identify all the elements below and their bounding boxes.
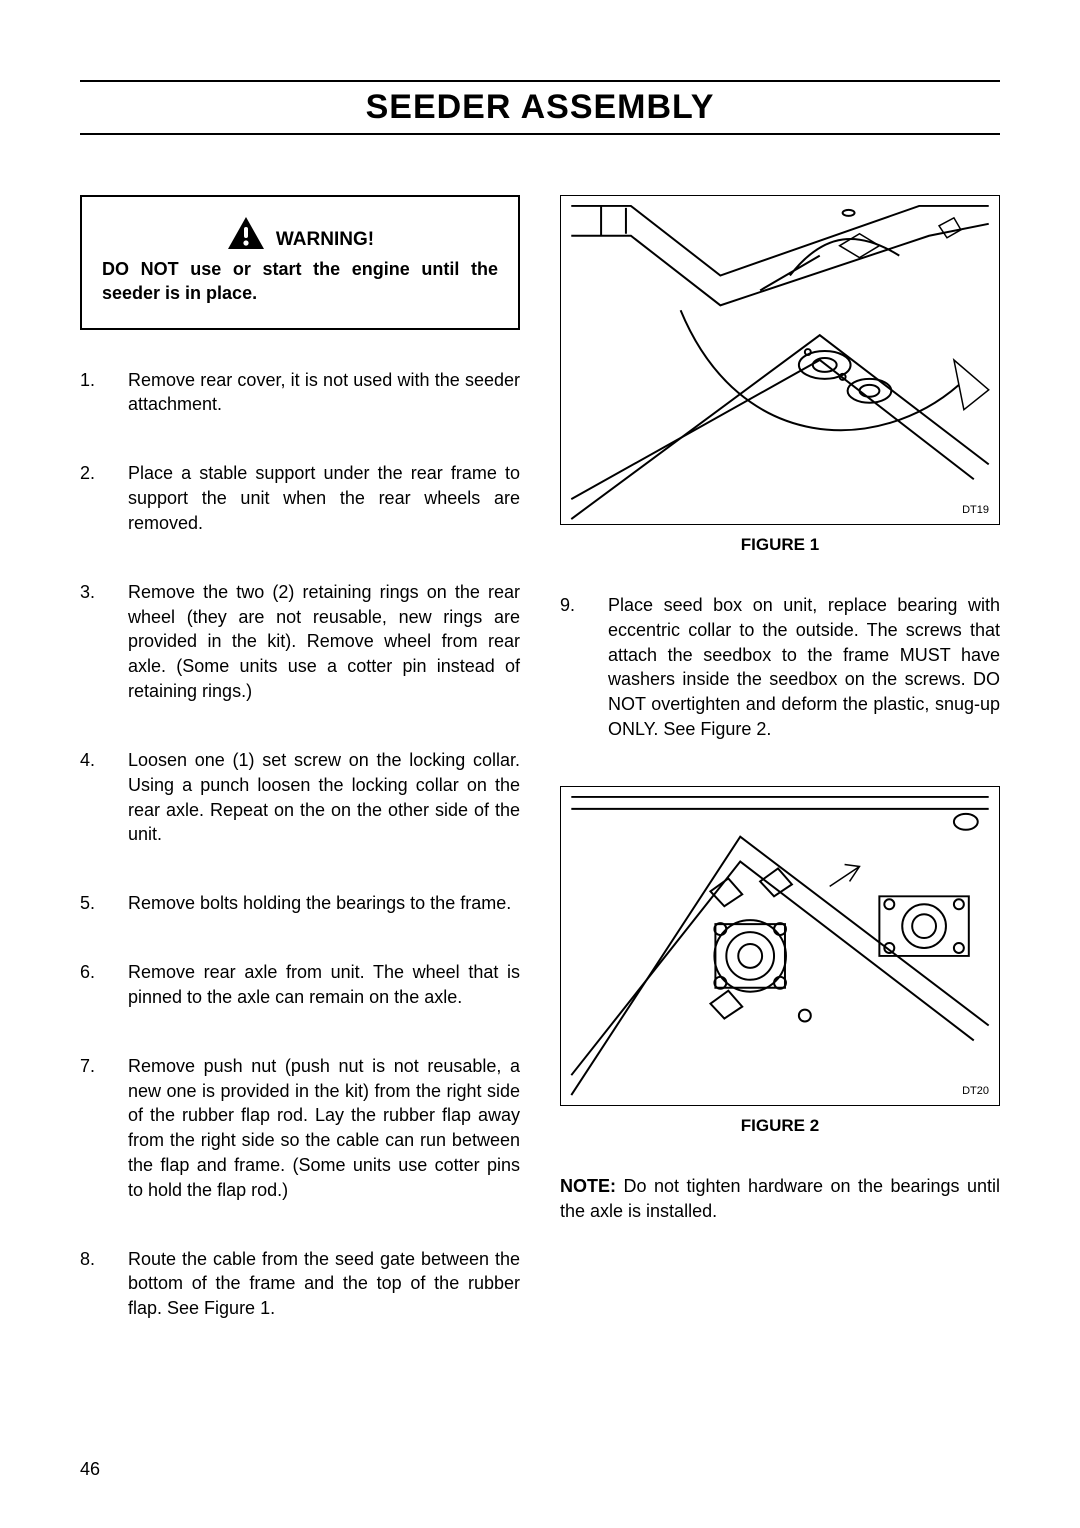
warning-text: DO NOT use or start the engine until the…	[102, 257, 498, 306]
warning-triangle-icon	[226, 215, 266, 251]
page-title: SEEDER ASSEMBLY	[80, 88, 1000, 127]
figure-2: DT20	[560, 786, 1000, 1106]
step-text: Place seed box on unit, replace bearing …	[608, 593, 1000, 742]
step-item: 1.Remove rear cover, it is not used with…	[80, 368, 520, 418]
step-number: 3.	[80, 580, 128, 704]
step-number: 5.	[80, 891, 128, 916]
step-item: 8.Route the cable from the seed gate bet…	[80, 1247, 520, 1321]
step-text: Remove rear axle from unit. The wheel th…	[128, 960, 520, 1010]
step-text: Route the cable from the seed gate betwe…	[128, 1247, 520, 1321]
step-number: 2.	[80, 461, 128, 535]
warning-label: WARNING!	[276, 229, 374, 251]
step-item: 3.Remove the two (2) retaining rings on …	[80, 580, 520, 704]
warning-header: WARNING!	[102, 215, 498, 251]
figure-1: DT19	[560, 195, 1000, 525]
step-item: 9.Place seed box on unit, replace bearin…	[560, 593, 1000, 742]
figure-2-tag: DT20	[962, 1085, 989, 1097]
note-label: NOTE:	[560, 1176, 616, 1196]
step-number: 8.	[80, 1247, 128, 1321]
step-text: Remove rear cover, it is not used with t…	[128, 368, 520, 418]
warning-box: WARNING! DO NOT use or start the engine …	[80, 195, 520, 330]
figure-1-diagram	[561, 196, 999, 524]
step-text: Remove push nut (push nut is not reusabl…	[128, 1054, 520, 1203]
step-item: 4.Loosen one (1) set screw on the lockin…	[80, 748, 520, 847]
figure-1-caption: FIGURE 1	[560, 535, 1000, 555]
step-number: 1.	[80, 368, 128, 418]
step-item: 7.Remove push nut (push nut is not reusa…	[80, 1054, 520, 1203]
content-columns: WARNING! DO NOT use or start the engine …	[80, 195, 1000, 1365]
step-number: 4.	[80, 748, 128, 847]
step-text: Loosen one (1) set screw on the locking …	[128, 748, 520, 847]
step-text: Remove the two (2) retaining rings on th…	[128, 580, 520, 704]
step-item: 2.Place a stable support under the rear …	[80, 461, 520, 535]
figure-2-diagram	[561, 787, 999, 1105]
title-rule: SEEDER ASSEMBLY	[80, 80, 1000, 135]
left-column: WARNING! DO NOT use or start the engine …	[80, 195, 520, 1365]
step-text: Remove bolts holding the bearings to the…	[128, 891, 511, 916]
step-number: 7.	[80, 1054, 128, 1203]
step-text: Place a stable support under the rear fr…	[128, 461, 520, 535]
steps-list-left: 1.Remove rear cover, it is not used with…	[80, 368, 520, 1322]
figure-2-caption: FIGURE 2	[560, 1116, 1000, 1136]
step-item: 6.Remove rear axle from unit. The wheel …	[80, 960, 520, 1010]
page-number: 46	[80, 1459, 100, 1480]
note-text: Do not tighten hardware on the bearings …	[560, 1176, 1000, 1221]
figure-1-tag: DT19	[962, 504, 989, 516]
note-paragraph: NOTE: Do not tighten hardware on the bea…	[560, 1174, 1000, 1224]
step-number: 6.	[80, 960, 128, 1010]
step-number: 9.	[560, 593, 608, 742]
step-item: 5.Remove bolts holding the bearings to t…	[80, 891, 520, 916]
steps-list-right: 9.Place seed box on unit, replace bearin…	[560, 593, 1000, 742]
right-column: DT19 FIGURE 1 9.Place seed box on unit, …	[560, 195, 1000, 1365]
